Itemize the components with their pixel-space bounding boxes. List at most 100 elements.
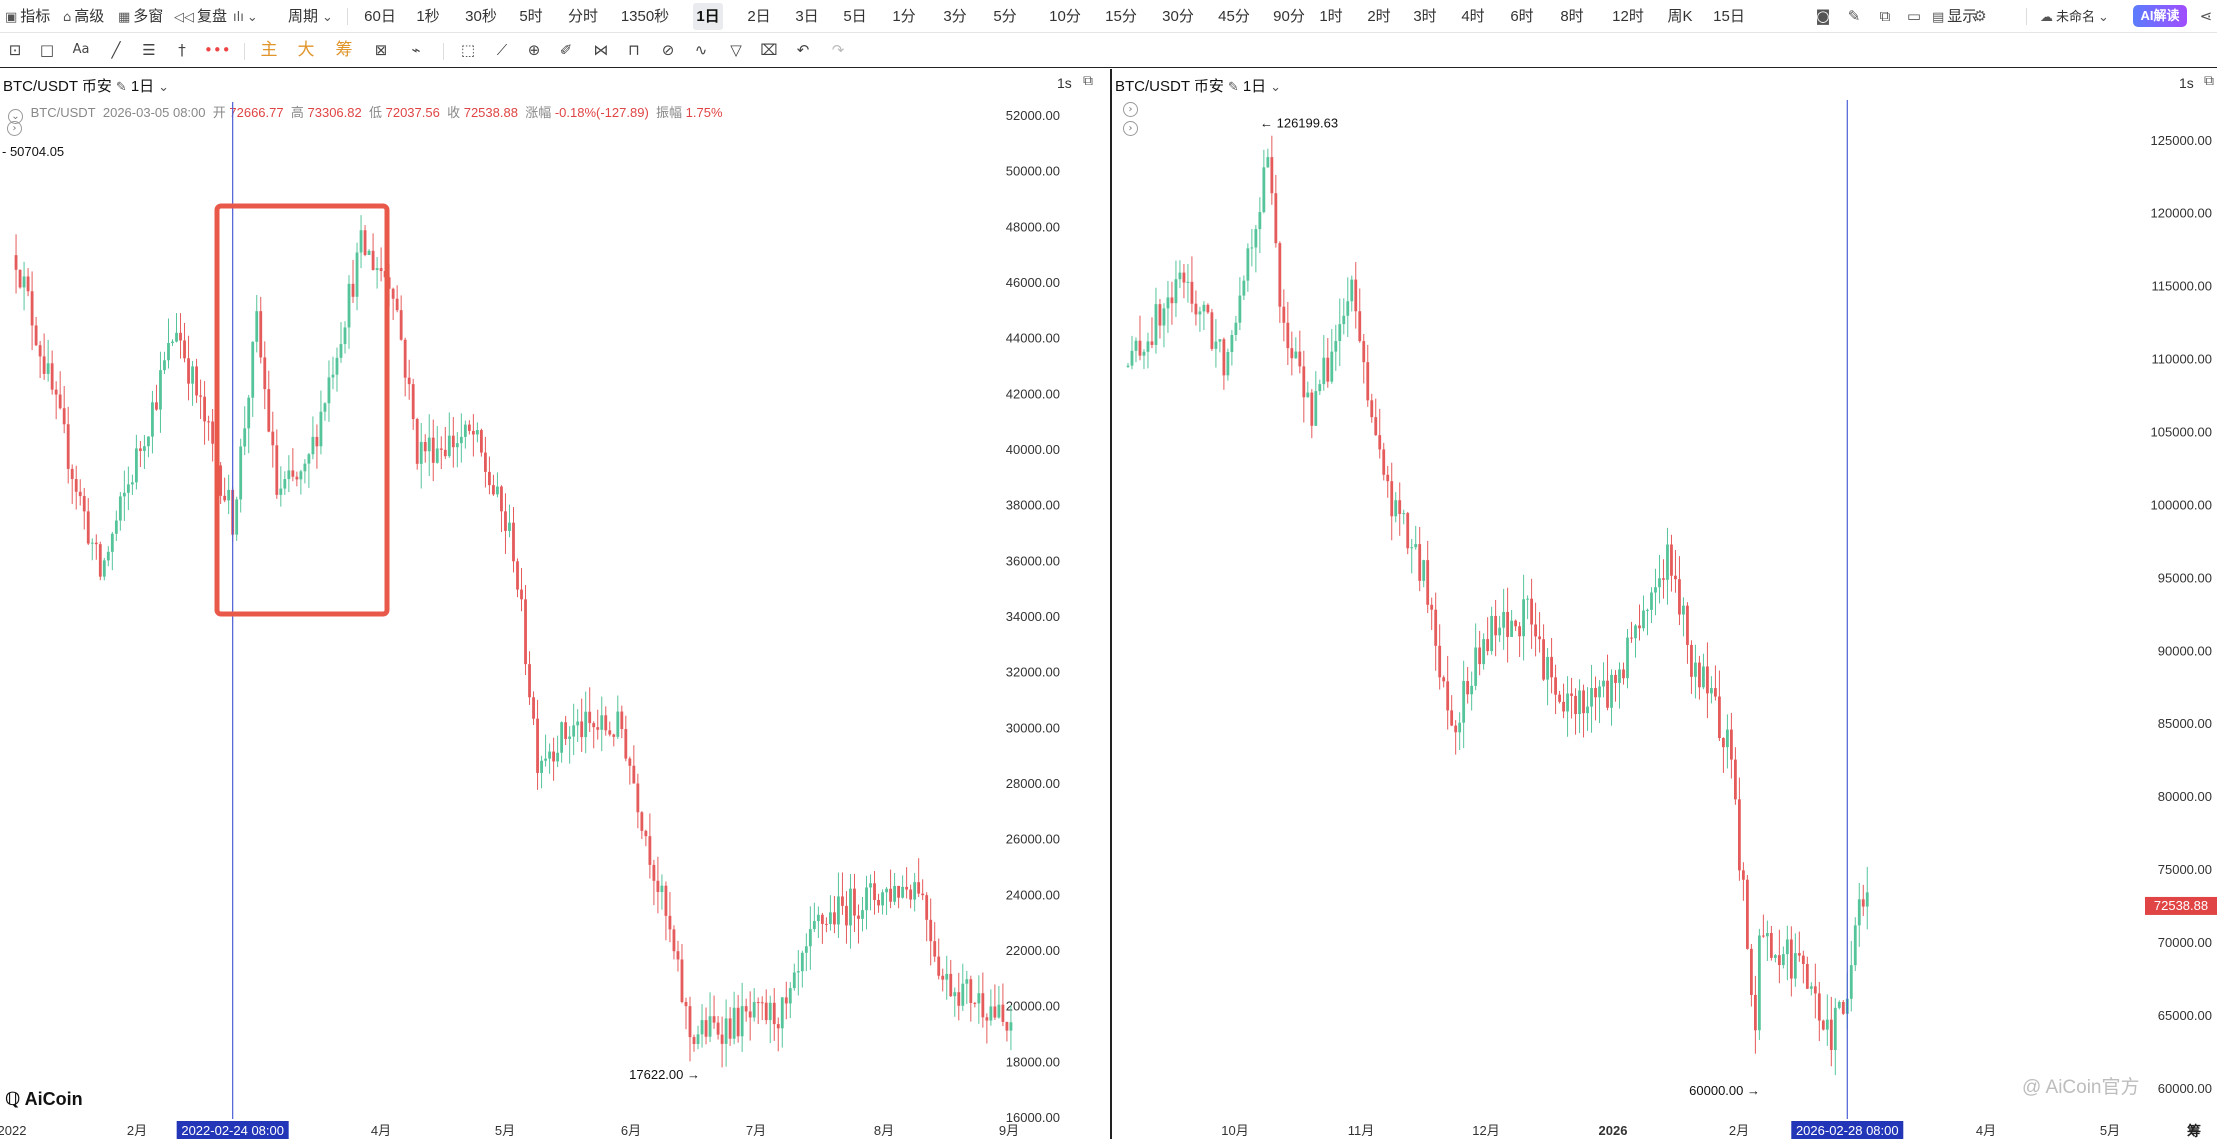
text-tool-button[interactable]: Aa (72, 42, 90, 57)
interval-1[interactable]: 1秒 (416, 8, 440, 25)
lock-icon[interactable]: ⊓ (628, 41, 640, 59)
display-button[interactable]: ▤ 显示 (1932, 8, 1978, 25)
replay-button[interactable]: ◁◁ 复盘 (174, 8, 228, 25)
advanced-button[interactable]: ⌂ 高级 (63, 8, 105, 25)
candle-body (596, 727, 600, 730)
right-chart-canvas[interactable]: 125000.00 120000.00 115000.00 110000.00 1050… (1112, 69, 2217, 1139)
interval-26[interactable]: 15日 (1713, 8, 1745, 25)
candle-body (211, 421, 215, 444)
interval-12[interactable]: 5分 (993, 8, 1017, 25)
large-order-button[interactable]: 大 (297, 40, 315, 59)
trend-line-icon[interactable]: ╱ (111, 41, 121, 59)
more-tools-icon[interactable]: ••• (204, 41, 231, 59)
y-tick-label: 26000.00 (1006, 832, 1060, 847)
expand-legend-icon[interactable]: › (7, 121, 22, 136)
left-chart-canvas[interactable]: 52000.00 50000.00 48000.00 46000.00 44000.00… (0, 69, 1110, 1139)
interval-19[interactable]: 2时 (1367, 8, 1391, 25)
candle-body (1434, 609, 1438, 646)
interval-6[interactable]: 1日 (693, 3, 723, 30)
candle-body (303, 463, 307, 472)
interval-0[interactable]: 60日 (364, 8, 396, 25)
bond-icon[interactable]: ⋈ (593, 41, 609, 59)
interval-8[interactable]: 3日 (795, 8, 819, 25)
copy-icon[interactable]: ⧉ (1879, 7, 1891, 25)
candle-body (1726, 729, 1729, 748)
candle-body (1290, 348, 1294, 359)
settings-icon[interactable]: ⚙ (1973, 7, 1987, 25)
right-chart-pane[interactable]: BTC/USDT 币安 ✎ 1日 ⌄ 1s ⧉ › › 125000.00 120000… (1112, 69, 2217, 1139)
chips-button[interactable]: 筹 (335, 40, 353, 59)
expand-icon[interactable]: ⧉ (1083, 73, 1093, 89)
pattern-icon[interactable]: ⊠ (374, 41, 388, 59)
interval-4[interactable]: 分时 (567, 8, 598, 25)
interval-9[interactable]: 5日 (843, 8, 867, 25)
marker-icon[interactable]: ✐ (559, 41, 573, 59)
redo-icon[interactable]: ↷ (831, 41, 845, 59)
undo-icon[interactable]: ↶ (796, 41, 810, 59)
interval-22[interactable]: 6时 (1510, 8, 1534, 25)
main-chart-button[interactable]: 主 (260, 40, 278, 59)
left-chart-pane[interactable]: BTC/USDT 币安 ✎ 1日 ⌄ 1s ⧉ ⌄ BTC/USDT 2026-03-… (0, 69, 1110, 1139)
interval-14[interactable]: 15分 (1105, 8, 1137, 25)
chevron-down-icon[interactable]: ⌄ (1270, 80, 1282, 95)
brush-icon[interactable]: ⌁ (411, 41, 421, 59)
candle-body (267, 389, 271, 432)
magnet-icon[interactable]: ⊡ (8, 41, 22, 59)
ruler-icon[interactable]: ⟋ (496, 41, 508, 59)
interval-17[interactable]: 90分 (1273, 8, 1305, 25)
chart-type-button[interactable]: ılı ⌄ (233, 3, 261, 30)
interval-15[interactable]: 30分 (1162, 8, 1194, 25)
ai-interpret-button[interactable]: AI解读 (2133, 5, 2187, 27)
edit-icon[interactable]: ✎ (115, 80, 127, 95)
indicators-button[interactable]: ▣ 指标 (5, 8, 51, 25)
expand-icon[interactable]: ⧉ (2204, 73, 2214, 89)
candle-body (652, 864, 656, 881)
candle-body (929, 919, 933, 942)
multi-window-button[interactable]: ▦ 多窗 (118, 8, 164, 25)
interval-5[interactable]: 1350秒 (620, 8, 670, 25)
candle-body (1642, 610, 1645, 629)
interval-16[interactable]: 45分 (1218, 8, 1250, 25)
interval-3[interactable]: 5时 (519, 8, 543, 25)
filter-icon[interactable]: ▽ (730, 41, 742, 59)
horizontal-lines-icon[interactable]: ☰ (142, 41, 156, 59)
magnet-snap-icon[interactable]: ∿ (694, 41, 708, 59)
interval-2[interactable]: 30秒 (465, 8, 497, 25)
hide-icon[interactable]: ⊘ (661, 41, 675, 59)
candle-body (110, 533, 114, 552)
candle-body (1797, 953, 1801, 956)
candle-body (692, 1037, 696, 1044)
pane-divider[interactable] (1110, 69, 1112, 1139)
trash-icon[interactable]: ⌧ (760, 41, 778, 59)
period-button[interactable]: 周期 ⌄ (288, 8, 333, 25)
interval-24[interactable]: 12时 (1612, 8, 1644, 25)
interval-25[interactable]: 周K (1667, 8, 1693, 25)
interval-10[interactable]: 1分 (892, 8, 916, 25)
interval-13[interactable]: 10分 (1049, 8, 1081, 25)
camera-icon[interactable]: ◙ (1815, 7, 1831, 25)
candle-body (1694, 662, 1697, 677)
select-icon[interactable]: ⬚ (460, 41, 476, 59)
chevron-down-icon[interactable]: ⌄ (158, 80, 170, 95)
share-icon[interactable]: ⋖ (2199, 7, 2213, 25)
layout-name-button[interactable]: ☁ 未命名 ⌄ (2040, 9, 2109, 25)
interval-20[interactable]: 3时 (1413, 8, 1437, 25)
candle-body (1242, 280, 1246, 296)
zoom-icon[interactable]: ⊕ (527, 41, 541, 59)
edit-icon[interactable]: ✎ (1847, 7, 1861, 25)
vertical-line-icon[interactable]: † (178, 41, 186, 59)
interval-21[interactable]: 4时 (1461, 8, 1485, 25)
edit-icon[interactable]: ✎ (1227, 80, 1239, 95)
candle-body (1394, 500, 1398, 517)
interval-23[interactable]: 8时 (1560, 8, 1584, 25)
expand-legend-icon[interactable]: › (1123, 121, 1138, 136)
candle-body (1314, 391, 1318, 426)
window-icon[interactable]: ▭ (1906, 7, 1922, 25)
collapse-icon[interactable]: › (1123, 102, 1138, 117)
interval-7[interactable]: 2日 (747, 8, 771, 25)
interval-18[interactable]: 1时 (1319, 8, 1343, 25)
rectangle-icon[interactable]: □ (39, 41, 55, 59)
candle-body (1470, 685, 1474, 695)
candle-body (1486, 639, 1490, 652)
interval-11[interactable]: 3分 (943, 8, 967, 25)
